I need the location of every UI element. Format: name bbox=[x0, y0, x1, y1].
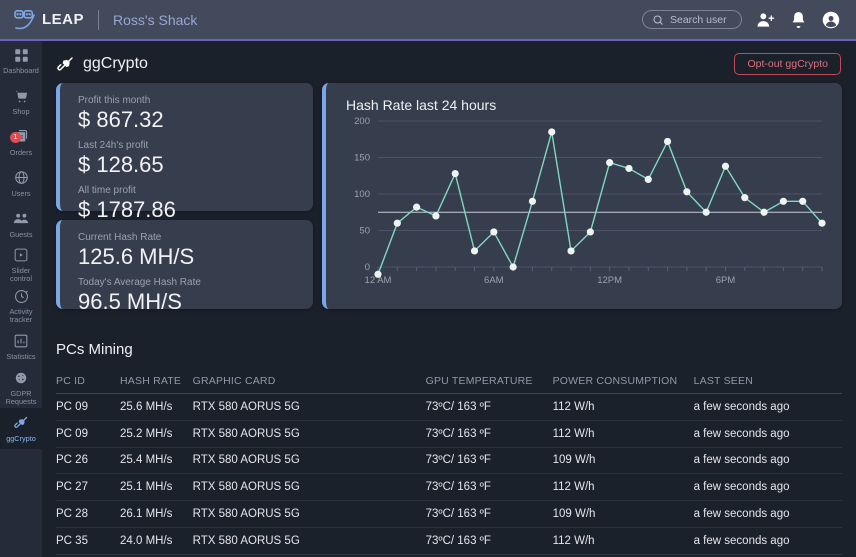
svg-text:12PM: 12PM bbox=[597, 275, 622, 286]
svg-text:0: 0 bbox=[365, 262, 370, 273]
svg-text:100: 100 bbox=[354, 189, 370, 200]
svg-text:6PM: 6PM bbox=[716, 275, 736, 286]
svg-text:6AM: 6AM bbox=[484, 275, 504, 286]
svg-text:150: 150 bbox=[354, 153, 370, 164]
svg-text:50: 50 bbox=[359, 226, 370, 237]
svg-text:200: 200 bbox=[354, 116, 370, 127]
